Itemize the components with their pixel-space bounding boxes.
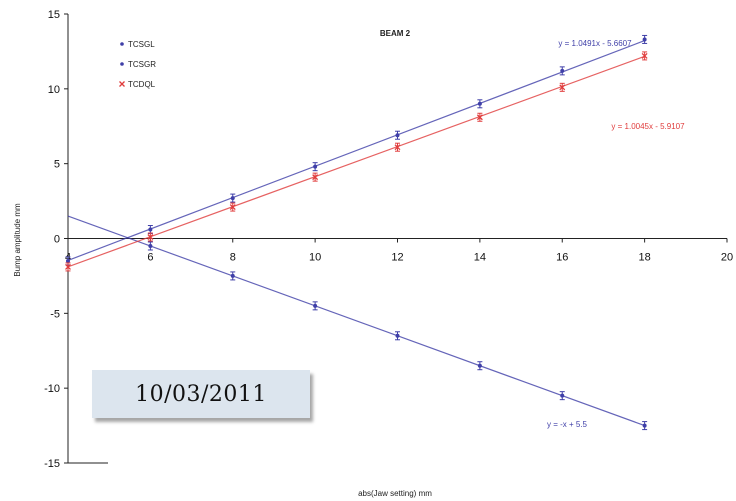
legend-marker	[119, 81, 125, 87]
y-axis-label: Bump amplitude mm	[13, 203, 22, 277]
marker-dot	[313, 303, 318, 308]
data-point-tcsgr	[312, 301, 318, 311]
axes: -15-10-5051015468101214161820	[44, 9, 733, 470]
x-axis-label: abs(Jaw setting) mm	[358, 489, 432, 498]
data-point-tcdql	[312, 172, 319, 182]
data-point-tcsgr	[147, 241, 153, 251]
marker-dot	[66, 258, 70, 263]
marker-x	[394, 144, 401, 151]
marker-x	[476, 114, 483, 121]
legend-label: TCDQL	[128, 80, 156, 89]
y-tick-label: 0	[54, 234, 60, 246]
x-tick-label: 12	[391, 252, 403, 264]
fit-equation-tcdql: y = 1.0045x - 5.9107	[611, 122, 685, 131]
y-tick-label: -5	[50, 308, 60, 320]
marker-x	[559, 84, 566, 91]
data-point-tcsgl	[312, 162, 318, 172]
fit-line-tcdql	[67, 55, 645, 268]
fit-line-tcsgl	[67, 40, 645, 261]
fit-equations: y = 1.0491x - 5.6607 y = -x + 5.5 y = 1.00…	[547, 39, 685, 429]
data-point-tcsgr	[477, 361, 483, 371]
data-point-tcdql	[394, 142, 401, 152]
data-point-tcsgl	[147, 225, 153, 235]
data-point-tcdql	[229, 202, 236, 212]
marker-x	[65, 263, 71, 270]
data-point-tcsgl	[642, 34, 648, 44]
fit-line-tcsgr	[67, 215, 645, 427]
date-text: 10/03/2011	[135, 381, 267, 407]
data-point-tcsgl	[477, 99, 483, 109]
marker-dot	[642, 423, 647, 428]
marker-x	[229, 204, 236, 211]
marker-dot	[313, 164, 318, 169]
data-point-tcdql	[476, 112, 483, 122]
x-tick-label: 14	[474, 252, 486, 264]
marker-x	[312, 174, 319, 181]
x-tick-label: 10	[309, 252, 321, 264]
x-tick-label: 6	[147, 252, 153, 264]
marker-dot	[148, 227, 153, 232]
fit-lines	[67, 40, 645, 427]
marker-dot	[230, 273, 235, 278]
data-point-tcsgr	[642, 421, 648, 431]
marker-dot	[395, 133, 400, 138]
y-tick-label: -15	[44, 458, 60, 470]
y-tick-label: -10	[44, 383, 60, 395]
x-tick-label: 18	[639, 252, 651, 264]
marker-x	[641, 52, 648, 59]
marker-dot	[642, 37, 647, 42]
marker-x	[147, 234, 154, 240]
fit-equation-tcsgr: y = -x + 5.5	[547, 420, 588, 429]
legend-marker	[120, 62, 124, 66]
y-tick-label: 5	[54, 159, 60, 171]
marker-dot	[560, 393, 565, 398]
data-marks	[65, 34, 648, 431]
data-point-tcdql	[65, 262, 71, 272]
date-badge: 10/03/2011	[92, 370, 310, 418]
chart-title: BEAM 2	[380, 29, 411, 38]
data-point-tcdql	[147, 232, 154, 242]
data-point-tcsgr	[559, 391, 565, 401]
legend-label: TCSGL	[128, 40, 155, 49]
marker-dot	[148, 243, 153, 248]
data-point-tcsgl	[559, 66, 565, 76]
data-point-tcdql	[641, 51, 648, 61]
data-point-tcsgl	[395, 130, 400, 140]
x-tick-label: 8	[230, 252, 236, 264]
marker-dot	[395, 333, 400, 338]
x-tick-label: 16	[556, 252, 568, 264]
data-point-tcsgl	[230, 193, 236, 203]
x-tick-label: 20	[721, 252, 733, 264]
y-tick-label: 15	[48, 9, 60, 21]
legend: TCSGL TCSGR TCDQL	[119, 40, 156, 89]
y-tick-label: 10	[48, 84, 60, 96]
data-point-tcsgr	[395, 331, 400, 341]
legend-label: TCSGR	[128, 60, 156, 69]
marker-dot	[477, 363, 482, 368]
data-point-tcdql	[559, 82, 566, 92]
marker-dot	[230, 196, 235, 201]
marker-dot	[560, 68, 565, 73]
fit-equation-tcsgl: y = 1.0491x - 5.6607	[558, 39, 632, 48]
legend-marker	[120, 42, 124, 46]
marker-dot	[477, 101, 482, 106]
data-point-tcsgr	[230, 271, 236, 281]
